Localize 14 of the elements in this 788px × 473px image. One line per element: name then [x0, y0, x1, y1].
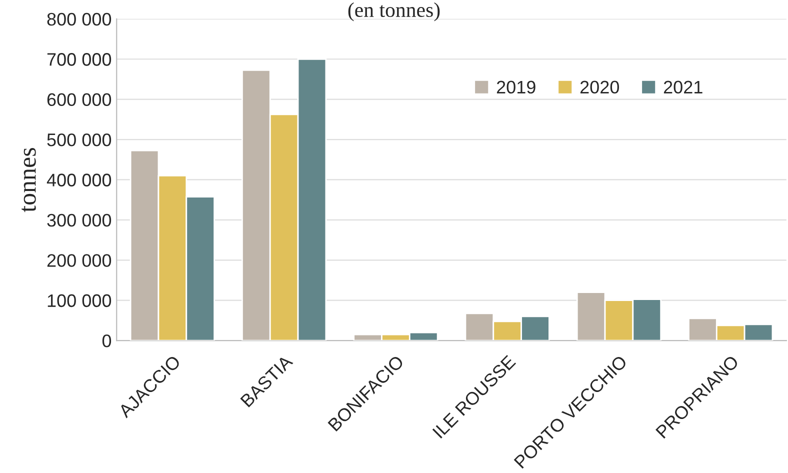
legend-label: 2020	[580, 80, 619, 94]
legend-label: 2021	[664, 80, 702, 94]
y-tick-label: 800 000	[47, 12, 112, 26]
y-tick-label: 600 000	[47, 93, 112, 106]
legend-label: 2019	[496, 80, 536, 94]
y-tick-label: 300 000	[47, 214, 112, 227]
y-tick-label: 700 000	[47, 53, 112, 66]
chart-title: (en tonnes)	[348, 2, 440, 22]
y-tick-label: 400 000	[46, 174, 112, 186]
y-tick-label: 100 000	[48, 294, 112, 308]
y-tick-label: 0	[102, 334, 112, 348]
y-axis-title: tonnes	[22, 148, 36, 212]
y-tick-label: 200 000	[47, 254, 112, 267]
y-tick-label: 500 000	[47, 133, 112, 146]
